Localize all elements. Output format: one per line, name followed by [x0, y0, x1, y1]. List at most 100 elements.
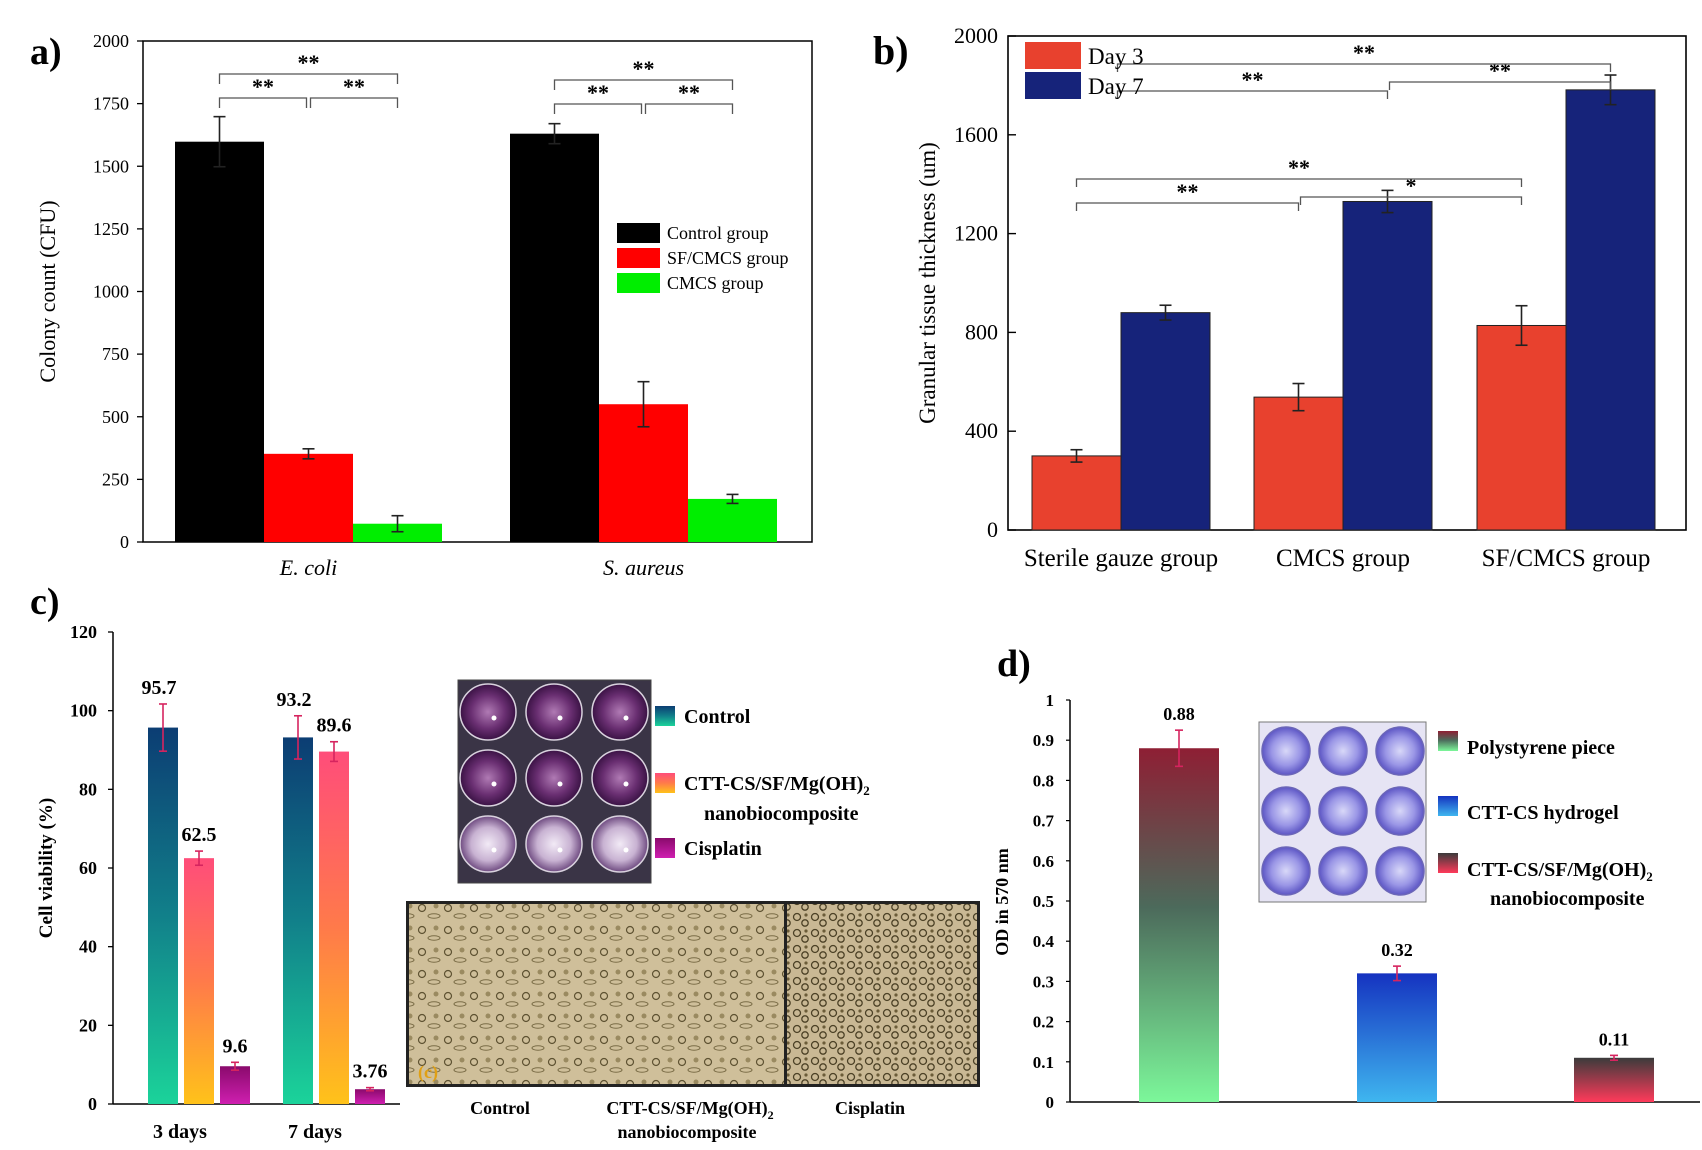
y-tick-label: 1600 — [954, 122, 998, 147]
sig-bracket-right — [309, 97, 399, 108]
panel-a: a) 0 250 500 750 1000 1250 1500 1750 2000 Colony c… — [30, 31, 813, 580]
y-tick-label: 0.9 — [1033, 731, 1054, 750]
panel-c: c) 0 20 40 60 80 100 120 Cell viability (%) 95.7 6… — [30, 581, 980, 1143]
legend-swatch — [617, 248, 660, 268]
legend-label-subscript: 2 — [1646, 869, 1653, 884]
y-tick-label: 750 — [102, 344, 129, 364]
panel-label-c: c) — [30, 581, 60, 623]
data-label: 89.6 — [317, 715, 352, 737]
well — [591, 815, 649, 873]
bar-CTT-CS/SF/Mg(OH)2 nanobiocomposite-7 days — [319, 751, 349, 1104]
data-label: 0.11 — [1599, 1029, 1630, 1049]
data-label: 0.88 — [1163, 704, 1195, 724]
sig-bracket-day7-b — [1116, 90, 1389, 99]
sig-bracket-day7-a — [1388, 81, 1612, 90]
x-category-label: SF/CMCS group — [1482, 545, 1651, 572]
well-highlight — [557, 781, 563, 787]
y-axis-label: OD in 570 nm — [992, 848, 1012, 956]
legend-label: Day 7 — [1088, 74, 1144, 99]
legend-swatch — [617, 273, 660, 293]
legend-label: CMCS group — [667, 273, 764, 293]
well — [459, 749, 517, 807]
legend-label: nanobiocomposite — [1490, 888, 1645, 910]
y-tick-label: 2000 — [93, 31, 129, 51]
y-tick-label: 0.2 — [1033, 1013, 1054, 1032]
y-tick-label: 40 — [79, 937, 97, 957]
legend-label: CTT-CS/SF/Mg(OH)2 — [1467, 859, 1653, 884]
legend-swatch — [1025, 72, 1081, 99]
legend-swatch — [1025, 42, 1081, 69]
y-tick-label: 1000 — [93, 282, 129, 302]
sig-bracket-day7-b-label: ** — [1242, 67, 1264, 92]
well-highlight — [623, 715, 629, 721]
micrograph-tag: (c) — [418, 1062, 438, 1083]
y-tick-label: 1500 — [93, 156, 129, 176]
y-tick-label: 1 — [1046, 691, 1055, 710]
legend-swatch — [1438, 853, 1458, 873]
legend-swatch — [617, 223, 660, 243]
sig-bracket-left-label: ** — [587, 80, 609, 105]
well — [459, 683, 517, 741]
sig-bracket-day3-a-label: ** — [1177, 179, 1199, 204]
bar-CTT-CS/SF/Mg(OH)2 nanobiocomposite-3 days — [184, 858, 214, 1104]
y-tick-label: 800 — [965, 319, 998, 344]
panel-label-d: d) — [997, 643, 1031, 685]
micrograph-label: Control — [470, 1098, 530, 1118]
y-tick-label: 0.8 — [1033, 771, 1054, 790]
well-highlight — [557, 715, 563, 721]
well — [591, 683, 649, 741]
sig-bracket-day3-b-label: * — [1406, 173, 1417, 198]
bar-Control group-E. coli — [175, 141, 264, 543]
well — [1375, 726, 1425, 776]
bar-Cisplatin-3 days — [220, 1066, 250, 1104]
micrograph-image — [596, 904, 784, 1084]
y-tick-label: 0.1 — [1033, 1053, 1054, 1072]
bar-Day 7-SF/CMCS group — [1565, 89, 1656, 531]
legend-label: Control group — [667, 223, 769, 243]
bar-Control-7 days — [283, 737, 313, 1104]
legend-label: Polystyrene piece — [1467, 737, 1615, 759]
bar-CTT-CS/SF/Mg(OH)2 nanobiocomposite — [1574, 1057, 1654, 1102]
panel-label-a: a) — [30, 31, 62, 73]
sig-bracket-day3-b — [1299, 196, 1523, 205]
sig-bracket-outer — [218, 73, 399, 84]
bar-Control-3 days — [148, 727, 178, 1104]
panel-label-b: b) — [873, 28, 909, 73]
well — [591, 749, 649, 807]
sig-bracket-day3-c-label: ** — [1288, 155, 1310, 180]
y-tick-label: 0 — [88, 1094, 97, 1114]
y-tick-label: 500 — [102, 407, 129, 427]
y-tick-label: 1250 — [93, 219, 129, 239]
data-label: 95.7 — [142, 677, 177, 699]
panel-d: d) 0 0.1 0.2 0.3 0.4 0.5 0.6 0.7 0.8 0.9 1 OD in 570… — [992, 643, 1700, 1112]
y-tick-label: 20 — [79, 1015, 97, 1035]
y-axis-label: Cell viability (%) — [36, 798, 57, 938]
bar-Polystyrene piece — [1139, 748, 1219, 1102]
sig-bracket-day7-c-label: ** — [1353, 40, 1375, 65]
well — [1318, 846, 1368, 896]
y-tick-label: 80 — [79, 779, 97, 799]
well — [1318, 786, 1368, 836]
bar-SF/CMCS group-E. coli — [264, 453, 353, 542]
y-axis-label: Colony count (CFU) — [35, 200, 60, 382]
well-highlight — [491, 781, 497, 787]
bar-CTT-CS hydrogel — [1357, 973, 1437, 1102]
micrograph-label: CTT-CS/SF/Mg(OH)2 — [606, 1098, 773, 1122]
y-tick-label: 2000 — [954, 23, 998, 48]
legend-label: SF/CMCS group — [667, 248, 789, 268]
micrograph-image — [409, 904, 596, 1084]
sig-bracket-outer-label: ** — [633, 56, 655, 81]
bar-Cisplatin-7 days — [355, 1089, 385, 1104]
sig-bracket-day7-a-label: ** — [1489, 58, 1511, 83]
legend-label: Day 3 — [1088, 44, 1144, 69]
well — [1261, 846, 1311, 896]
sig-bracket-right-label: ** — [678, 80, 700, 105]
sig-bracket-day3-c — [1075, 178, 1523, 187]
y-tick-label: 0.6 — [1033, 852, 1054, 871]
data-label: 62.5 — [182, 824, 217, 846]
legend-label-part: CTT-CS/SF/Mg(OH) — [1467, 859, 1646, 881]
x-category-label: 3 days — [153, 1121, 207, 1143]
y-tick-label: 0 — [987, 517, 998, 542]
well-highlight — [623, 781, 629, 787]
